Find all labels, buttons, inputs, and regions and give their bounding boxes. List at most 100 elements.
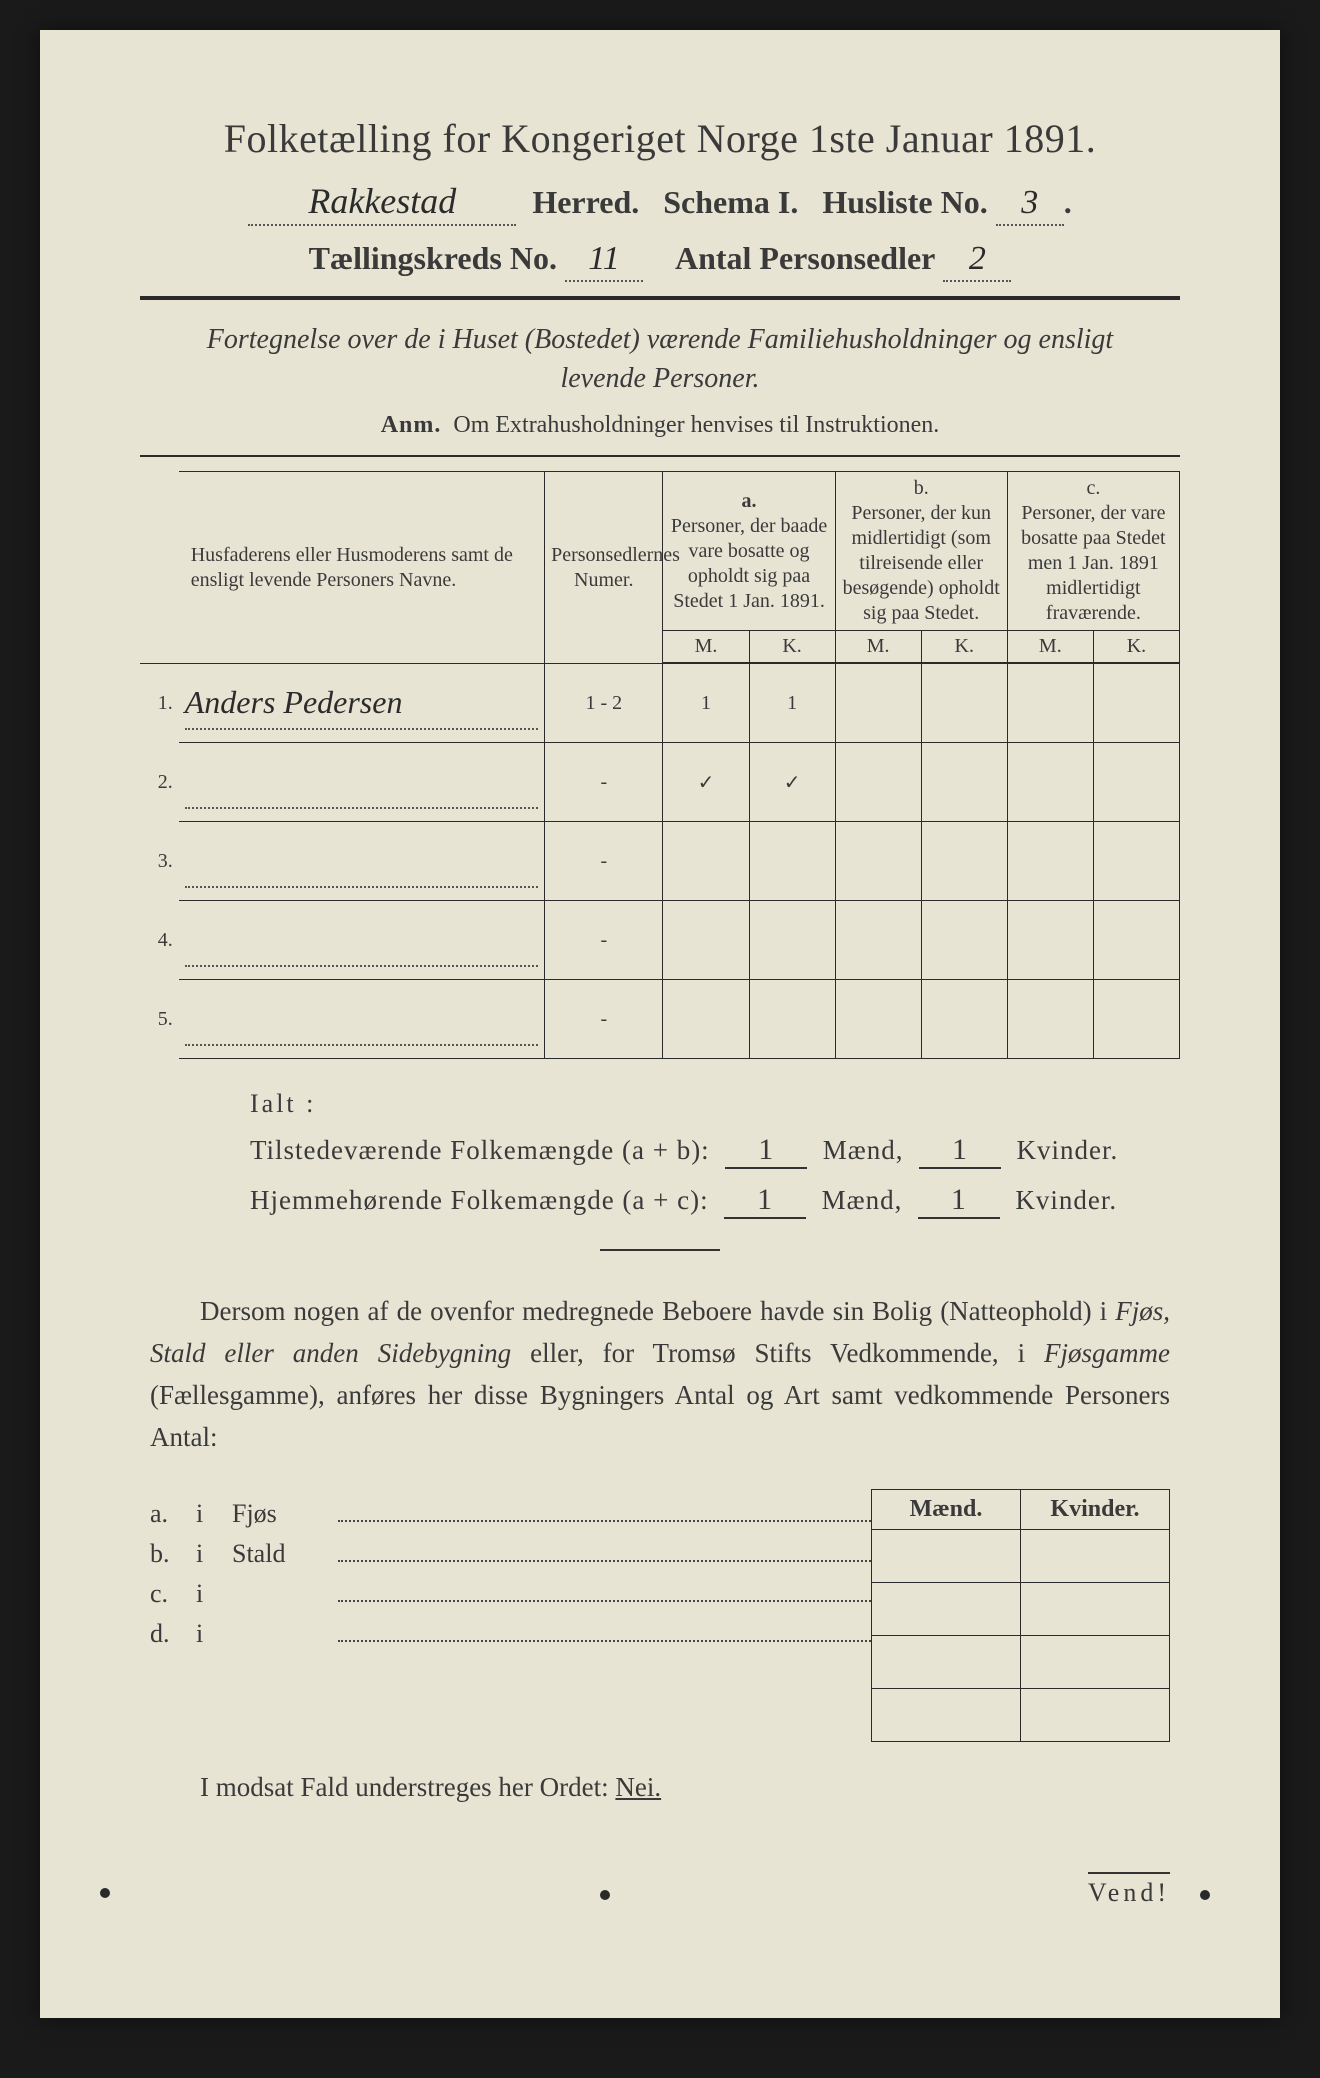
b-m: [835, 901, 921, 980]
antal-no-hw: 2: [943, 240, 1011, 282]
sb-name: Stald: [232, 1539, 332, 1569]
table-row: 3. -: [140, 822, 1180, 901]
side-building-row: b.iStald: [150, 1539, 871, 1569]
row-number: 4.: [140, 901, 179, 980]
sb-i: i: [196, 1619, 232, 1649]
header-line-3: Tællingskreds No. 11 Antal Personsedler …: [140, 240, 1180, 282]
ab-maend-value: 1: [725, 1133, 807, 1169]
b-m: [835, 664, 921, 743]
c-k: [1093, 901, 1179, 980]
col-header-a: a. Personer, der baade vare bosatte og o…: [663, 472, 835, 631]
nei-line: I modsat Fald understreges her Ordet: Ne…: [200, 1772, 1170, 1803]
name-cell: [179, 980, 545, 1059]
rule-above-table: [140, 455, 1180, 457]
col-a-m: M.: [663, 631, 749, 663]
b-k: [921, 980, 1007, 1059]
b-k: [921, 743, 1007, 822]
c-m: [1007, 901, 1093, 980]
totals-line-ac: Hjemmehørende Folkemængde (a + c): 1 Mæn…: [250, 1183, 1180, 1219]
c-k: [1093, 980, 1179, 1059]
a-m: [663, 822, 749, 901]
a-k: 1: [749, 664, 835, 743]
name-cell: [179, 901, 545, 980]
a-k: [749, 980, 835, 1059]
sb-head-m: Mænd.: [872, 1489, 1021, 1529]
registration-dot-icon: [1200, 1890, 1210, 1900]
sb-name: Fjøs: [232, 1499, 332, 1529]
ab-kvinder-value: 1: [919, 1133, 1001, 1169]
b-k: [921, 822, 1007, 901]
kreds-no-hw: 11: [565, 240, 643, 282]
totals-line-ab: Tilstedeværende Folkemængde (a + b): 1 M…: [250, 1133, 1180, 1169]
row-number: 1.: [140, 664, 179, 743]
table-row: 2. -✓✓: [140, 743, 1180, 822]
totals-block: Ialt : Tilstedeværende Folkemængde (a + …: [250, 1089, 1180, 1219]
b-k: [921, 901, 1007, 980]
husliste-no-hw: 3: [996, 184, 1064, 226]
census-form-page: Folketælling for Kongeriget Norge 1ste J…: [40, 30, 1280, 2018]
anm-text: Om Extrahusholdninger henvises til Instr…: [453, 412, 939, 438]
husliste-label: Husliste No.: [822, 184, 987, 220]
rule-mid: [600, 1249, 720, 1251]
herred-label: Herred.: [532, 184, 639, 220]
household-table: Husfaderens eller Husmoderens samt de en…: [140, 471, 1180, 1059]
b-m: [835, 743, 921, 822]
header-line-2: Rakkestad Herred. Schema I. Husliste No.…: [140, 180, 1180, 226]
form-title: Folketælling for Kongeriget Norge 1ste J…: [140, 115, 1180, 162]
dotted-leader: [338, 1544, 871, 1562]
c-m: [1007, 980, 1093, 1059]
a-k: [749, 822, 835, 901]
row-number: 2.: [140, 743, 179, 822]
kreds-label: Tællingskreds No.: [309, 240, 557, 276]
dotted-leader: [338, 1504, 871, 1522]
rule-top: [140, 296, 1180, 300]
col-header-name: Husfaderens eller Husmoderens samt de en…: [179, 472, 545, 664]
b-m: [835, 822, 921, 901]
col-b-k: K.: [921, 631, 1007, 663]
personsedler-num: -: [545, 980, 663, 1059]
anm-line: Anm. Om Extrahusholdninger henvises til …: [140, 412, 1180, 439]
registration-dot-icon: [100, 1888, 110, 1898]
husliste-dot: .: [1064, 184, 1072, 220]
vend-label: Vend!: [1088, 1872, 1170, 1908]
c-k: [1093, 822, 1179, 901]
b-k: [921, 664, 1007, 743]
antal-label: Antal Personsedler: [675, 240, 935, 276]
personsedler-num: -: [545, 901, 663, 980]
c-k: [1093, 743, 1179, 822]
ac-maend-value: 1: [724, 1183, 806, 1219]
c-m: [1007, 664, 1093, 743]
a-k: [749, 901, 835, 980]
a-m: 1: [663, 664, 749, 743]
table-row: 4. -: [140, 901, 1180, 980]
a-m: ✓: [663, 743, 749, 822]
sb-tag: a.: [150, 1499, 196, 1529]
c-k: [1093, 664, 1179, 743]
herred-name-hw: Rakkestad: [248, 180, 516, 226]
b-m: [835, 980, 921, 1059]
name-cell: [179, 822, 545, 901]
col-c-m: M.: [1007, 631, 1093, 663]
ialt-label: Ialt :: [250, 1089, 1180, 1119]
side-building-row: a.iFjøs: [150, 1499, 871, 1529]
col-header-b: b. Personer, der kun midlertidigt (som t…: [835, 472, 1007, 631]
schema-label: Schema I.: [663, 184, 798, 220]
personsedler-num: -: [545, 743, 663, 822]
side-building-table: Mænd. Kvinder.: [871, 1489, 1170, 1742]
dotted-leader: [338, 1624, 871, 1642]
side-building-block: a.iFjøsb.iStaldc.id.i Mænd. Kvinder.: [150, 1489, 1170, 1742]
a-k: ✓: [749, 743, 835, 822]
sb-tag: d.: [150, 1619, 196, 1649]
side-building-row: c.i: [150, 1579, 871, 1609]
form-subtitle: Fortegnelse over de i Huset (Bostedet) v…: [180, 320, 1140, 398]
table-row: 1.Anders Pedersen1 - 211: [140, 664, 1180, 743]
table-row: 5. -: [140, 980, 1180, 1059]
a-m: [663, 901, 749, 980]
name-cell: Anders Pedersen: [179, 664, 545, 743]
sb-head-k: Kvinder.: [1021, 1489, 1170, 1529]
personsedler-num: -: [545, 822, 663, 901]
side-building-row: d.i: [150, 1619, 871, 1649]
sb-tag: c.: [150, 1579, 196, 1609]
col-c-k: K.: [1093, 631, 1179, 663]
col-a-k: K.: [749, 631, 835, 663]
